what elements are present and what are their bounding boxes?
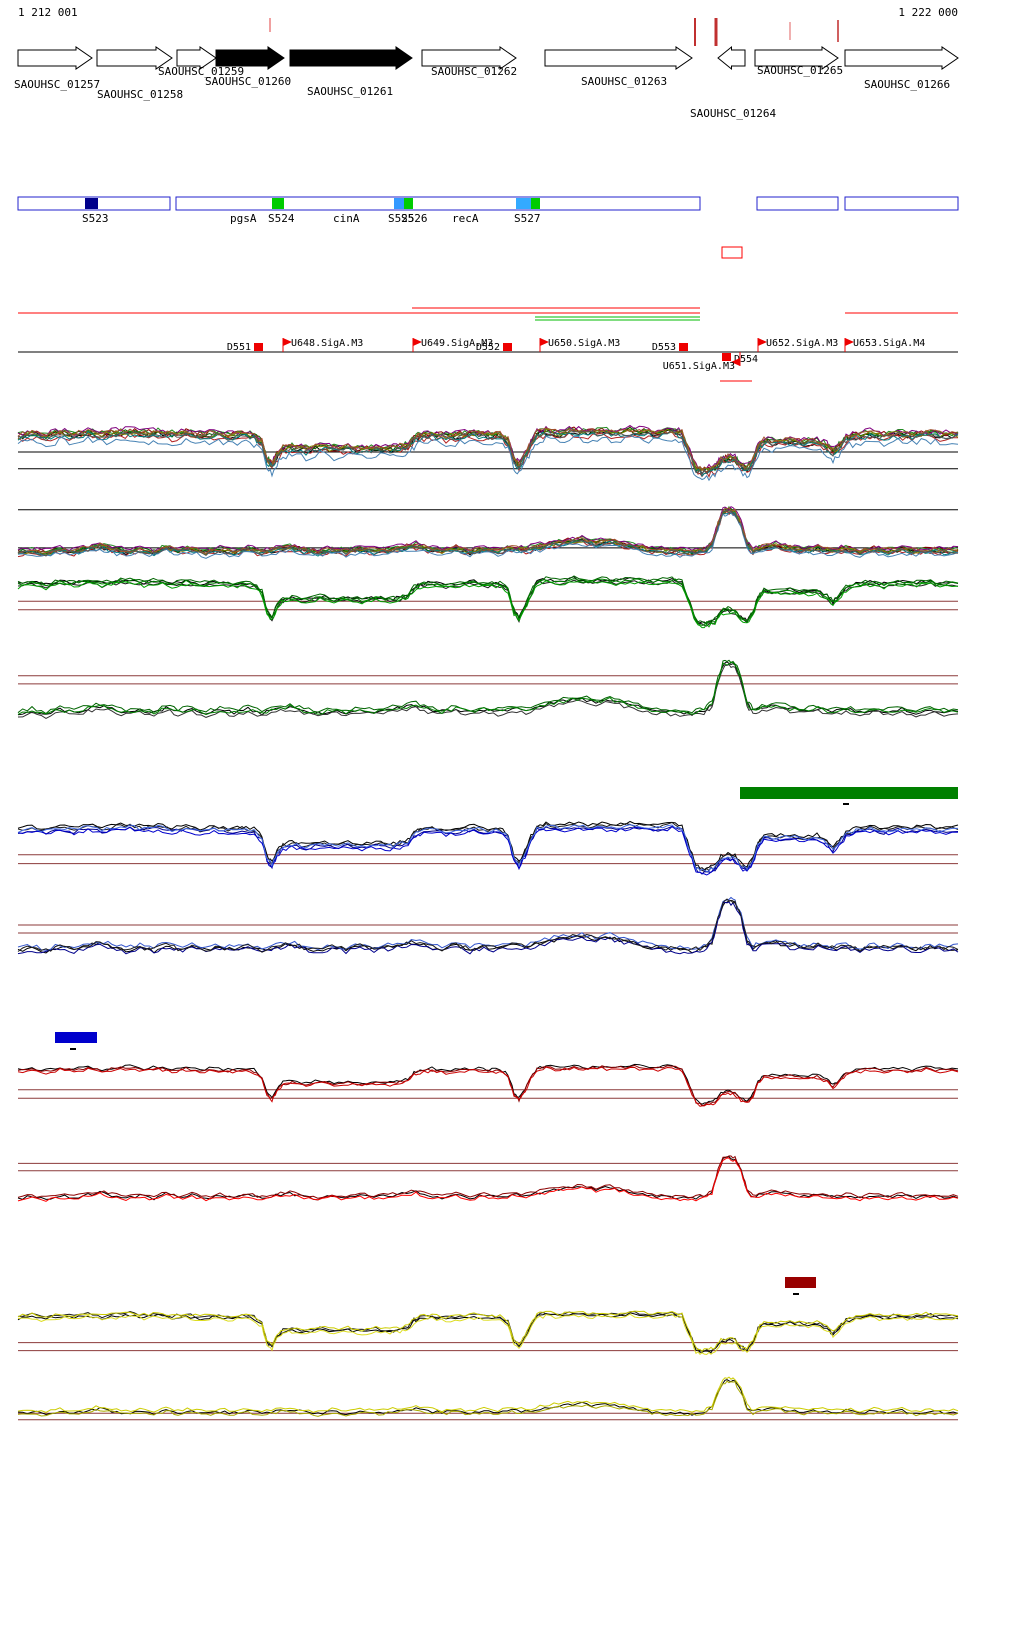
gene-arrow-SAOUHSC_01260[interactable] xyxy=(215,46,285,70)
signal-trace-mixed-sense xyxy=(17,434,959,482)
signal-trace-blue-antisense xyxy=(17,899,959,954)
tss-label: U649.SigA.M3 xyxy=(421,338,493,349)
tss-flag-U652.SigA.M3[interactable] xyxy=(758,338,767,346)
gene-label: SAOUHSC_01259 xyxy=(158,65,244,78)
signal-trace-green-antisense xyxy=(17,659,959,715)
tss-label: U653.SigA.M4 xyxy=(853,338,925,349)
gene-label: SAOUHSC_01257 xyxy=(14,78,100,91)
signal-trace-mixed-sense xyxy=(17,428,959,476)
feature-block xyxy=(404,198,413,209)
signal-trace-mixed-antisense xyxy=(17,511,959,559)
signal-trace-green-antisense xyxy=(17,661,959,716)
tss-label: D554 xyxy=(734,354,758,365)
gene-label: SAOUHSC_01264 xyxy=(690,107,776,120)
signal-trace-red-sense xyxy=(17,1064,959,1107)
feature-block xyxy=(272,198,284,209)
signal-trace-blue-sense xyxy=(17,824,958,873)
highlight-bar-blue[interactable] xyxy=(55,1032,97,1043)
signal-trace-red-sense xyxy=(17,1066,959,1107)
signal-trace-green-antisense xyxy=(17,663,959,719)
gene-label: SAOUHSC_01258 xyxy=(97,88,183,101)
feature-label: S523 xyxy=(82,212,109,225)
gene-arrow-SAOUHSC_01259[interactable] xyxy=(176,46,217,70)
gene-label: SAOUHSC_01261 xyxy=(307,85,393,98)
feature-label: recA xyxy=(452,212,479,225)
signal-trace-mixed-antisense xyxy=(17,508,959,557)
signal-trace-mixed-sense xyxy=(17,431,959,479)
highlight-bar-green[interactable] xyxy=(740,787,958,799)
feature-label: S525 xyxy=(388,212,415,225)
signal-trace-yellow-antisense xyxy=(17,1379,959,1416)
signal-trace-yellow-antisense xyxy=(17,1380,959,1417)
gene-arrow-SAOUHSC_01265[interactable] xyxy=(754,46,839,70)
signal-trace-yellow-sense xyxy=(17,1310,959,1353)
gene-arrow-SAOUHSC_01264[interactable] xyxy=(717,45,746,71)
gene-arrow-SAOUHSC_01263[interactable] xyxy=(544,46,693,70)
gene-label: SAOUHSC_01263 xyxy=(581,75,667,88)
gene-label: SAOUHSC_01265 xyxy=(757,64,843,77)
tss-marker-D553[interactable] xyxy=(679,343,688,351)
feature-label: pgsA xyxy=(230,212,257,225)
feature-block xyxy=(394,198,404,209)
tss-label: U652.SigA.M3 xyxy=(766,338,838,349)
tss-flag-U653.SigA.M4[interactable] xyxy=(845,338,854,346)
signal-trace-blue-sense xyxy=(17,820,959,871)
signal-trace-yellow-sense xyxy=(17,1312,959,1354)
plot-layers: SAOUHSC_01257SAOUHSC_01258SAOUHSC_01259S… xyxy=(14,18,959,1421)
signal-trace-red-sense xyxy=(17,1063,959,1105)
gene-arrow-SAOUHSC_01261[interactable] xyxy=(289,46,413,70)
tss-flag-U651.SigA.M3[interactable] xyxy=(731,358,740,366)
signal-trace-green-sense xyxy=(17,579,959,627)
signal-trace-red-antisense xyxy=(17,1155,959,1199)
feature-label: S526 xyxy=(401,212,428,225)
feature-label: S527 xyxy=(514,212,541,225)
signal-trace-blue-antisense xyxy=(17,896,959,951)
feature-label: S524 xyxy=(268,212,295,225)
signal-trace-red-antisense xyxy=(17,1157,959,1202)
feature-segment-bar[interactable] xyxy=(175,196,701,211)
tss-flag-U649.SigA.M3[interactable] xyxy=(413,338,422,346)
highlight-bar-darkred[interactable] xyxy=(785,1277,816,1288)
tss-label: D553 xyxy=(652,342,676,353)
tss-label: U650.SigA.M3 xyxy=(548,338,620,349)
tss-flag-U650.SigA.M3[interactable] xyxy=(540,338,549,346)
tss-flag-U648.SigA.M3[interactable] xyxy=(283,338,292,346)
signal-trace-yellow-sense xyxy=(17,1313,959,1356)
feature-block xyxy=(85,198,98,209)
tss-marker-D551[interactable] xyxy=(254,343,263,351)
signal-trace-blue-sense xyxy=(17,826,958,876)
feature-segment-bar[interactable] xyxy=(756,196,839,211)
red-outline-box xyxy=(721,246,743,259)
feature-label: cinA xyxy=(333,212,360,225)
gene-arrow-SAOUHSC_01266[interactable] xyxy=(844,46,959,70)
gene-arrow-SAOUHSC_01257[interactable] xyxy=(17,46,93,70)
feature-segment-bar[interactable] xyxy=(844,196,959,211)
tss-label: U648.SigA.M3 xyxy=(291,338,363,349)
signal-trace-mixed-sense xyxy=(17,426,959,471)
ruler-left-coordinate: 1 212 001 xyxy=(18,6,78,19)
signal-trace-mixed-sense xyxy=(17,427,959,472)
feature-block xyxy=(516,198,531,209)
tss-marker-D554[interactable] xyxy=(722,353,731,361)
gene-label: SAOUHSC_01266 xyxy=(864,78,950,91)
tss-label: D551 xyxy=(227,342,251,353)
signal-trace-yellow-antisense xyxy=(17,1376,959,1413)
gene-label: SAOUHSC_01260 xyxy=(205,75,291,88)
gene-arrow-SAOUHSC_01258[interactable] xyxy=(96,46,173,70)
tss-marker-D552[interactable] xyxy=(503,343,512,351)
signal-trace-blue-antisense xyxy=(17,898,959,953)
gene-label: SAOUHSC_01262 xyxy=(431,65,517,78)
tss-label: U651.SigA.M3 xyxy=(663,361,735,372)
tss-label: D552 xyxy=(476,342,500,353)
gene-arrow-SAOUHSC_01262[interactable] xyxy=(421,46,517,70)
ruler-right-coordinate: 1 222 000 xyxy=(898,6,958,19)
feature-block xyxy=(531,198,540,209)
signal-trace-green-sense xyxy=(17,580,959,629)
